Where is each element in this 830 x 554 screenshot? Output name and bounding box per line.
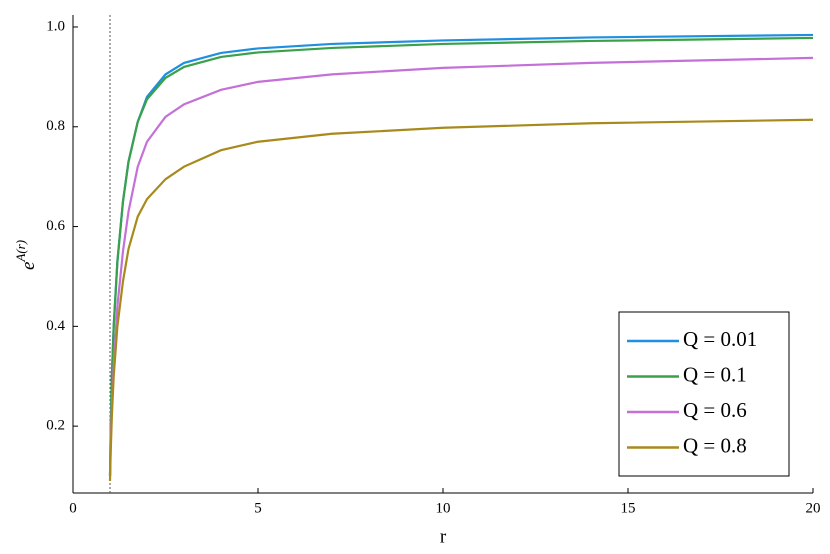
y-label-base: e (18, 262, 39, 270)
y-tick-label: 0.8 (46, 118, 65, 134)
x-tick-label: 15 (621, 500, 636, 516)
x-tick-label: 5 (254, 500, 262, 516)
y-axis-label: eA(r) (13, 240, 39, 270)
y-tick-label: 0.2 (46, 418, 65, 434)
y-tick-label: 0.6 (46, 218, 65, 234)
legend-label: Q = 0.6 (683, 398, 747, 422)
series-line (108, 118, 814, 482)
x-tick-label: 20 (806, 500, 821, 516)
y-label-exponent: A(r) (13, 240, 28, 263)
x-tick-label: 0 (69, 500, 77, 516)
series-line (108, 36, 814, 477)
legend-label: Q = 0.8 (683, 433, 747, 457)
x-tick-label: 10 (436, 500, 451, 516)
legend-label: Q = 0.01 (683, 327, 757, 351)
y-tick-label: 1.0 (46, 18, 65, 34)
y-tick-label: 0.4 (46, 318, 65, 334)
x-axis-label: r (440, 526, 447, 547)
legend-label: Q = 0.1 (683, 362, 747, 386)
